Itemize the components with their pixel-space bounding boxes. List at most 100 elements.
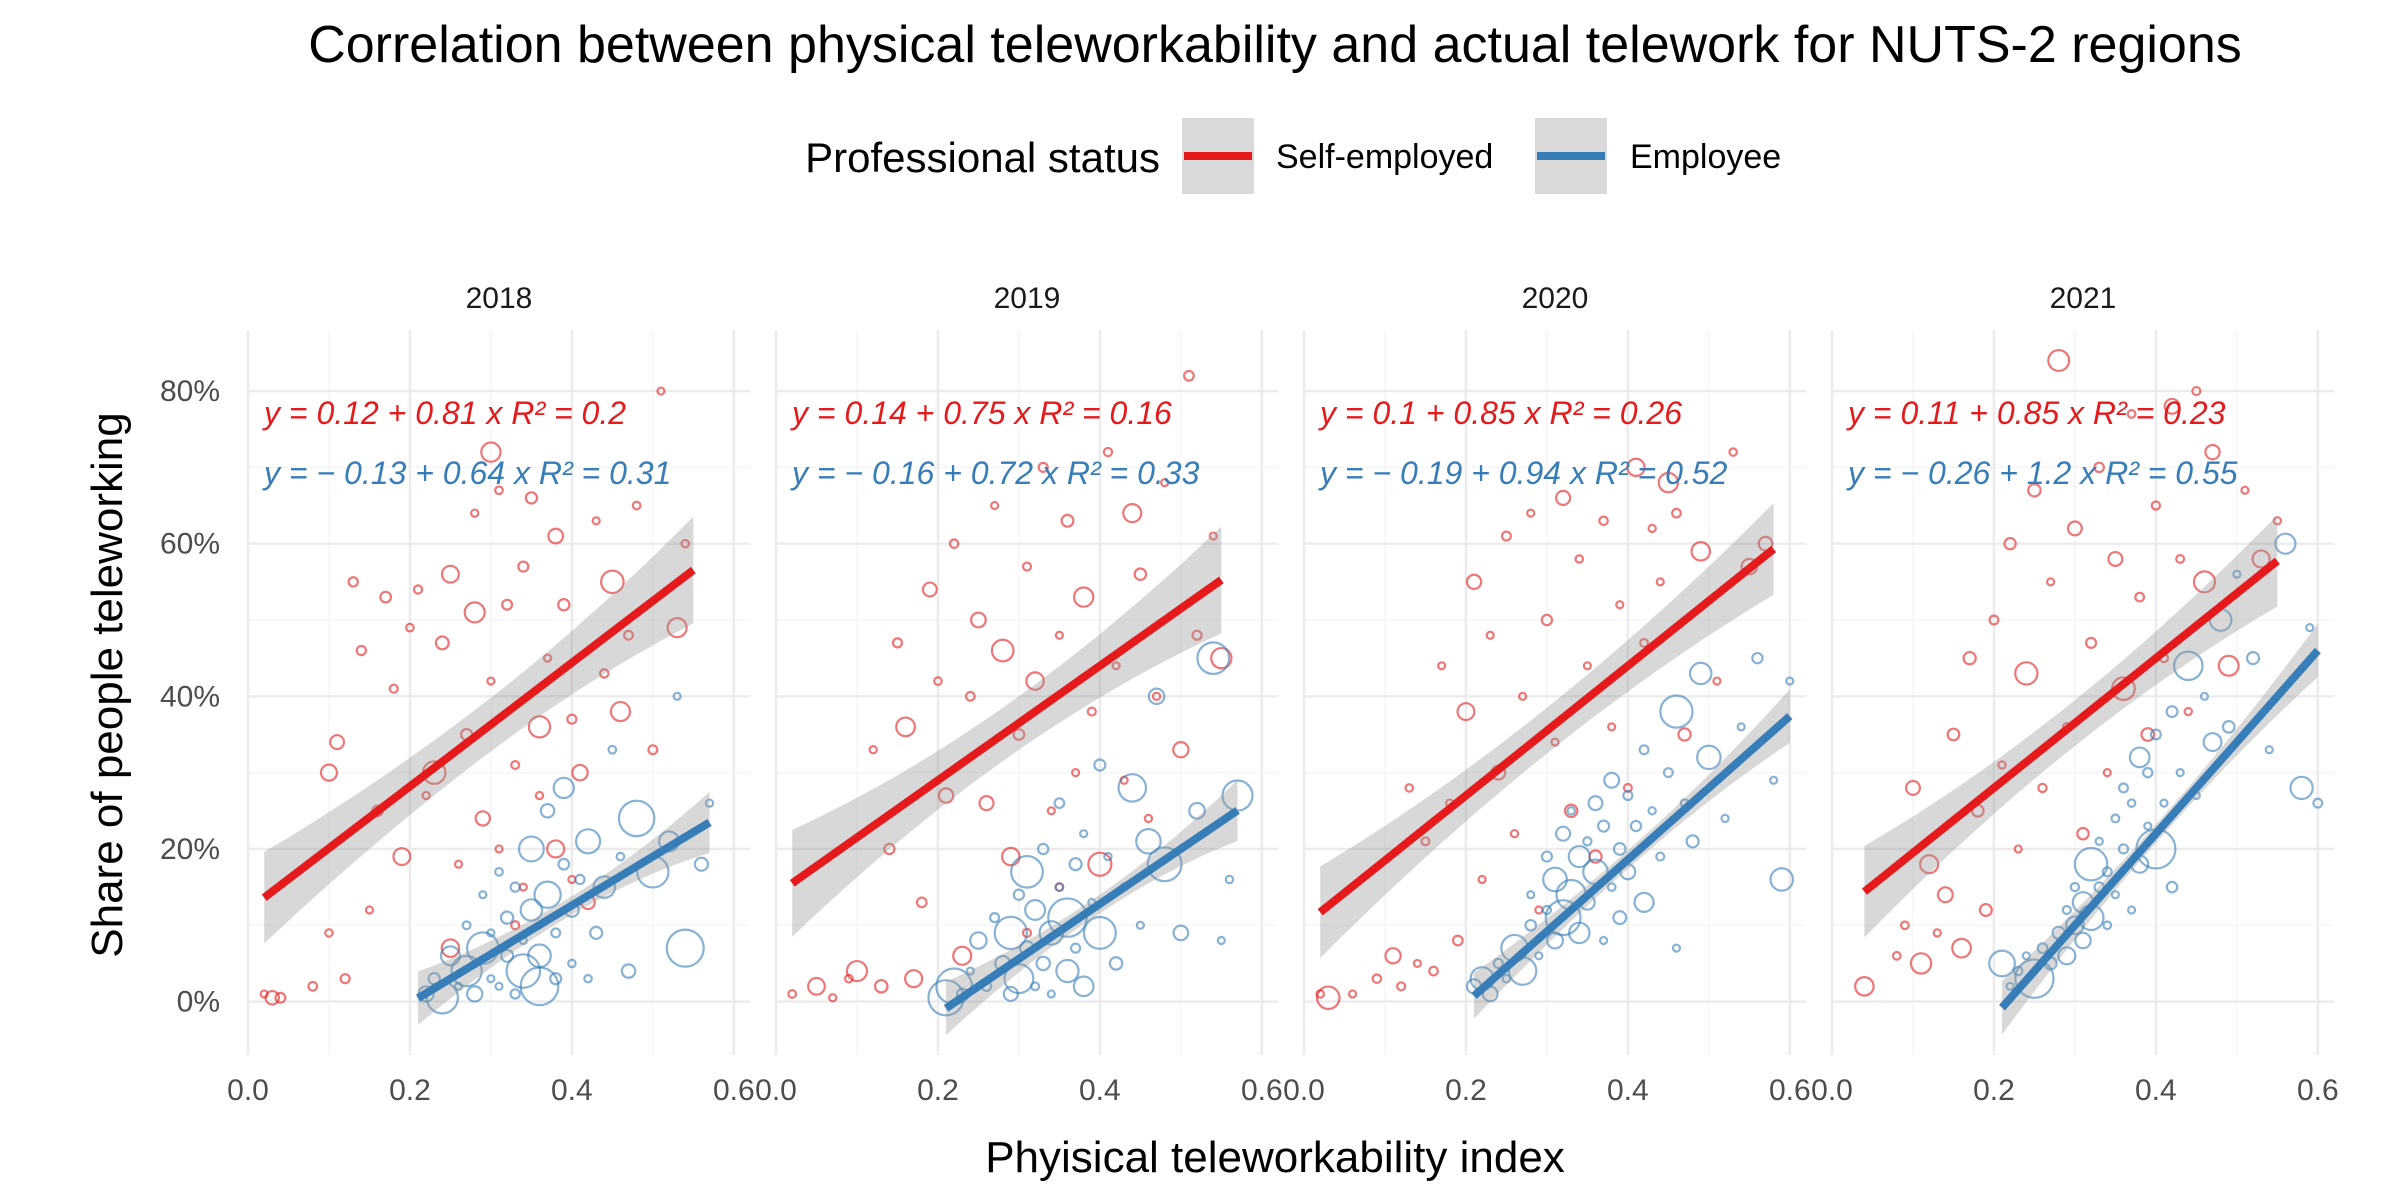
point-employee [1030,981,1041,992]
point-employee [1068,857,1083,872]
point-employee [2014,958,2055,999]
point-self-employed [952,945,973,966]
point-self-employed [1997,760,2007,770]
point-self-employed [1728,447,1738,457]
point-employee [1093,758,1107,772]
point-self-employed [1133,567,1148,582]
point-self-employed [1087,851,1113,877]
point-self-employed [598,668,610,679]
point-self-employed [501,598,514,611]
x-tick-label: 0.0 [755,1074,797,1107]
point-employee [439,945,461,967]
point-self-employed [1500,530,1512,542]
facet-label-2020: 2020 [1522,282,1589,315]
equation-label-employee: y = − 0.26 + 1.2 x R² = 0.55 [1846,455,2238,491]
point-employee [2165,880,2179,894]
point-self-employed [264,989,281,1006]
point-employee [574,828,602,855]
point-self-employed [2126,409,2137,419]
point-employee [517,835,545,863]
point-self-employed [1936,886,1954,904]
panel-2020: 2020 0.0 0.2 0.4 0.6 y = 0.1 + 0.85 x R² = 0.… [1283,282,1811,1107]
equation-label-employee: y = − 0.19 + 0.94 x R² = 0.52 [1318,455,1728,491]
point-self-employed [1951,937,1972,959]
legend-label-self-employed: Self-employed [1276,138,1493,176]
point-self-employed [1456,702,1476,722]
point-self-employed [1025,671,1045,691]
point-employee [1988,949,2016,978]
point-self-employed [2163,397,2181,415]
point-employee [505,953,542,989]
point-employee [2005,981,2015,991]
point-employee [617,799,656,838]
regression-line-employee [415,818,712,1002]
point-self-employed [1086,706,1097,717]
facet-panels: 2018 0.0 0.2 0.4 0.6 0% 20% 40% 60% 80% y = 0.12 +… [160,282,2339,1107]
legend-item-self-employed: Self-employed [1182,118,1493,194]
point-self-employed [2037,782,2048,794]
point-employee [1172,924,1190,942]
point-employee [1622,789,1634,802]
point-self-employed [873,979,889,994]
point-self-employed [547,527,565,545]
legend: Professional status Self-employed Employ… [805,118,1781,194]
point-self-employed [494,485,504,496]
point-self-employed [470,508,480,518]
point-self-employed [494,844,504,854]
point-self-employed [1540,613,1554,627]
point-employee [2126,798,2137,808]
point-employee [1054,882,1065,893]
point-self-employed [1060,513,1075,528]
point-self-employed [510,759,521,770]
point-employee [2073,846,2109,882]
point-self-employed [1160,478,1170,488]
point-self-employed [2217,654,2240,677]
point-employee [2312,797,2324,809]
point-self-employed [453,859,464,869]
point-employee [620,963,637,979]
point-employee [1035,955,1051,972]
point-employee [2094,836,2104,847]
point-self-employed [434,635,450,651]
point-self-employed [1904,779,1921,796]
point-self-employed [2013,844,2023,854]
point-self-employed [421,790,431,801]
point-self-employed [2014,661,2039,686]
point-self-employed [933,676,943,686]
point-employee [2117,782,2129,794]
regression-line-self-employed [789,576,1224,887]
point-employee [1671,943,1682,953]
point-self-employed [1072,586,1095,608]
point-employee [1082,915,1117,950]
point-self-employed [1102,446,1114,458]
point-self-employed [787,989,798,999]
point-employee [1769,867,1795,892]
point-self-employed [510,920,521,931]
legend-label-employee: Employee [1630,138,1781,176]
point-self-employed [600,569,625,595]
point-self-employed [347,576,359,588]
point-employee [2117,843,2130,855]
point-self-employed [1854,976,1875,997]
point-self-employed [845,959,869,983]
point-employee [1224,874,1235,885]
point-self-employed [895,716,916,738]
point-self-employed [319,763,339,782]
point-employee [533,880,562,909]
point-employee [1188,801,1206,820]
point-employee [2274,532,2297,555]
point-self-employed [405,622,415,633]
point-self-employed [1477,874,1487,885]
point-employee [2074,931,2092,950]
point-employee [2110,890,2120,900]
point-self-employed [307,980,319,992]
x-tick-label: 0.6 [2297,1074,2339,1107]
point-self-employed [1428,965,1439,977]
point-employee [1655,851,1666,862]
point-self-employed [1671,507,1682,519]
point-employee [1003,963,1035,995]
point-self-employed [1384,947,1402,965]
point-employee [1633,891,1655,913]
point-self-employed [355,644,368,657]
